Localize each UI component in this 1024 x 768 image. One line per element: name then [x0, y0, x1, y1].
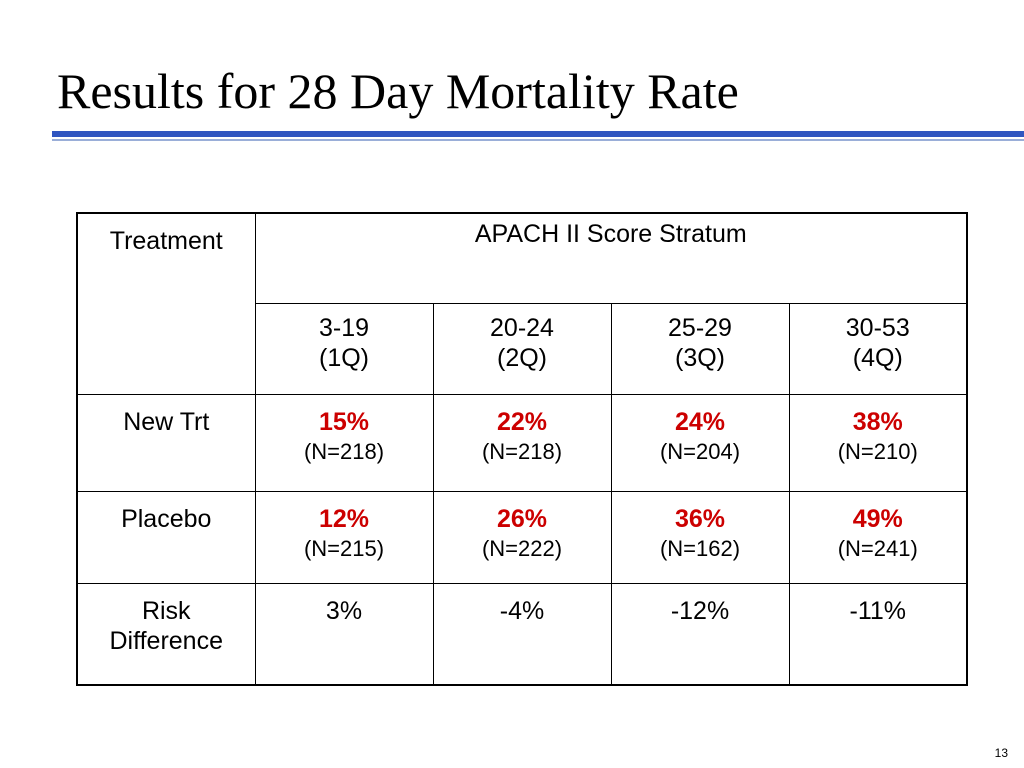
title-underline-thin — [52, 139, 1024, 141]
cell-placebo-1q: 12% (N=215) — [254, 490, 434, 584]
mortality-rate: 12% — [318, 504, 370, 533]
cell-placebo-3q: 36% (N=162) — [610, 490, 790, 584]
cell-new-trt-2q: 22% (N=218) — [432, 393, 612, 492]
slide-title: Results for 28 Day Mortality Rate — [57, 63, 739, 119]
stratum-subheader-row: 3-19 (1Q) 20-24 (2Q) 25-29 (3Q) 30-53 (4… — [77, 302, 968, 395]
stratum-range: 25-29 — [668, 313, 732, 342]
sample-size: (N=162) — [659, 535, 741, 561]
mortality-rate: 36% — [674, 504, 726, 533]
row-label-new-trt: New Trt — [76, 393, 256, 492]
title-underline-thick — [52, 131, 1024, 137]
mortality-results-table: Treatment APACH II Score Stratum 3-19 (1… — [76, 212, 969, 686]
stratum-header-1q: 3-19 (1Q) — [254, 302, 434, 395]
table-row-risk-difference: Risk Difference 3% -4% -12% -11% — [76, 582, 968, 686]
cell-new-trt-3q: 24% (N=204) — [610, 393, 790, 492]
risk-label-line2: Difference — [109, 626, 224, 655]
table-row-new-trt: New Trt 15% (N=218) 22% (N=218) 24% (N=2… — [76, 393, 968, 492]
mortality-rate: 15% — [318, 407, 370, 436]
sample-size: (N=222) — [481, 535, 563, 561]
stratum-range: 3-19 — [318, 313, 370, 342]
risk-difference-3q: -12% — [610, 582, 790, 686]
risk-label-line1: Risk — [141, 596, 191, 625]
stratum-quartile: (2Q) — [497, 343, 547, 372]
stratum-header-3q: 25-29 (3Q) — [610, 302, 790, 395]
table-header-row: Treatment APACH II Score Stratum — [76, 212, 968, 395]
sample-size: (N=215) — [303, 535, 385, 561]
treatment-header: Treatment — [76, 212, 256, 395]
stratum-range: 30-53 — [845, 313, 910, 342]
sample-size: (N=218) — [481, 438, 563, 464]
stratum-quartile: (4Q) — [852, 343, 903, 372]
stratum-group-header: APACH II Score Stratum — [254, 212, 968, 304]
mortality-rate: 38% — [852, 407, 903, 436]
mortality-rate: 24% — [674, 407, 726, 436]
cell-placebo-2q: 26% (N=222) — [432, 490, 612, 584]
cell-new-trt-1q: 15% (N=218) — [254, 393, 434, 492]
stratum-header-4q: 30-53 (4Q) — [788, 302, 968, 395]
table-row-placebo: Placebo 12% (N=215) 26% (N=222) 36% (N=1… — [76, 490, 968, 584]
cell-new-trt-4q: 38% (N=210) — [788, 393, 968, 492]
mortality-rate: 22% — [496, 407, 548, 436]
mortality-rate: 49% — [852, 504, 903, 533]
risk-difference-4q: -11% — [788, 582, 968, 686]
stratum-quartile: (1Q) — [319, 343, 369, 372]
stratum-quartile: (3Q) — [675, 343, 725, 372]
page-number: 13 — [994, 746, 1008, 760]
risk-difference-2q: -4% — [432, 582, 612, 686]
sample-size: (N=204) — [659, 438, 741, 464]
row-label-placebo: Placebo — [76, 490, 256, 584]
stratum-range: 20-24 — [490, 313, 554, 342]
stratum-header-2q: 20-24 (2Q) — [432, 302, 612, 395]
sample-size: (N=210) — [837, 438, 918, 464]
row-label-risk-difference: Risk Difference — [76, 582, 256, 686]
sample-size: (N=241) — [837, 535, 918, 561]
risk-difference-1q: 3% — [254, 582, 434, 686]
sample-size: (N=218) — [303, 438, 385, 464]
cell-placebo-4q: 49% (N=241) — [788, 490, 968, 584]
mortality-rate: 26% — [496, 504, 548, 533]
